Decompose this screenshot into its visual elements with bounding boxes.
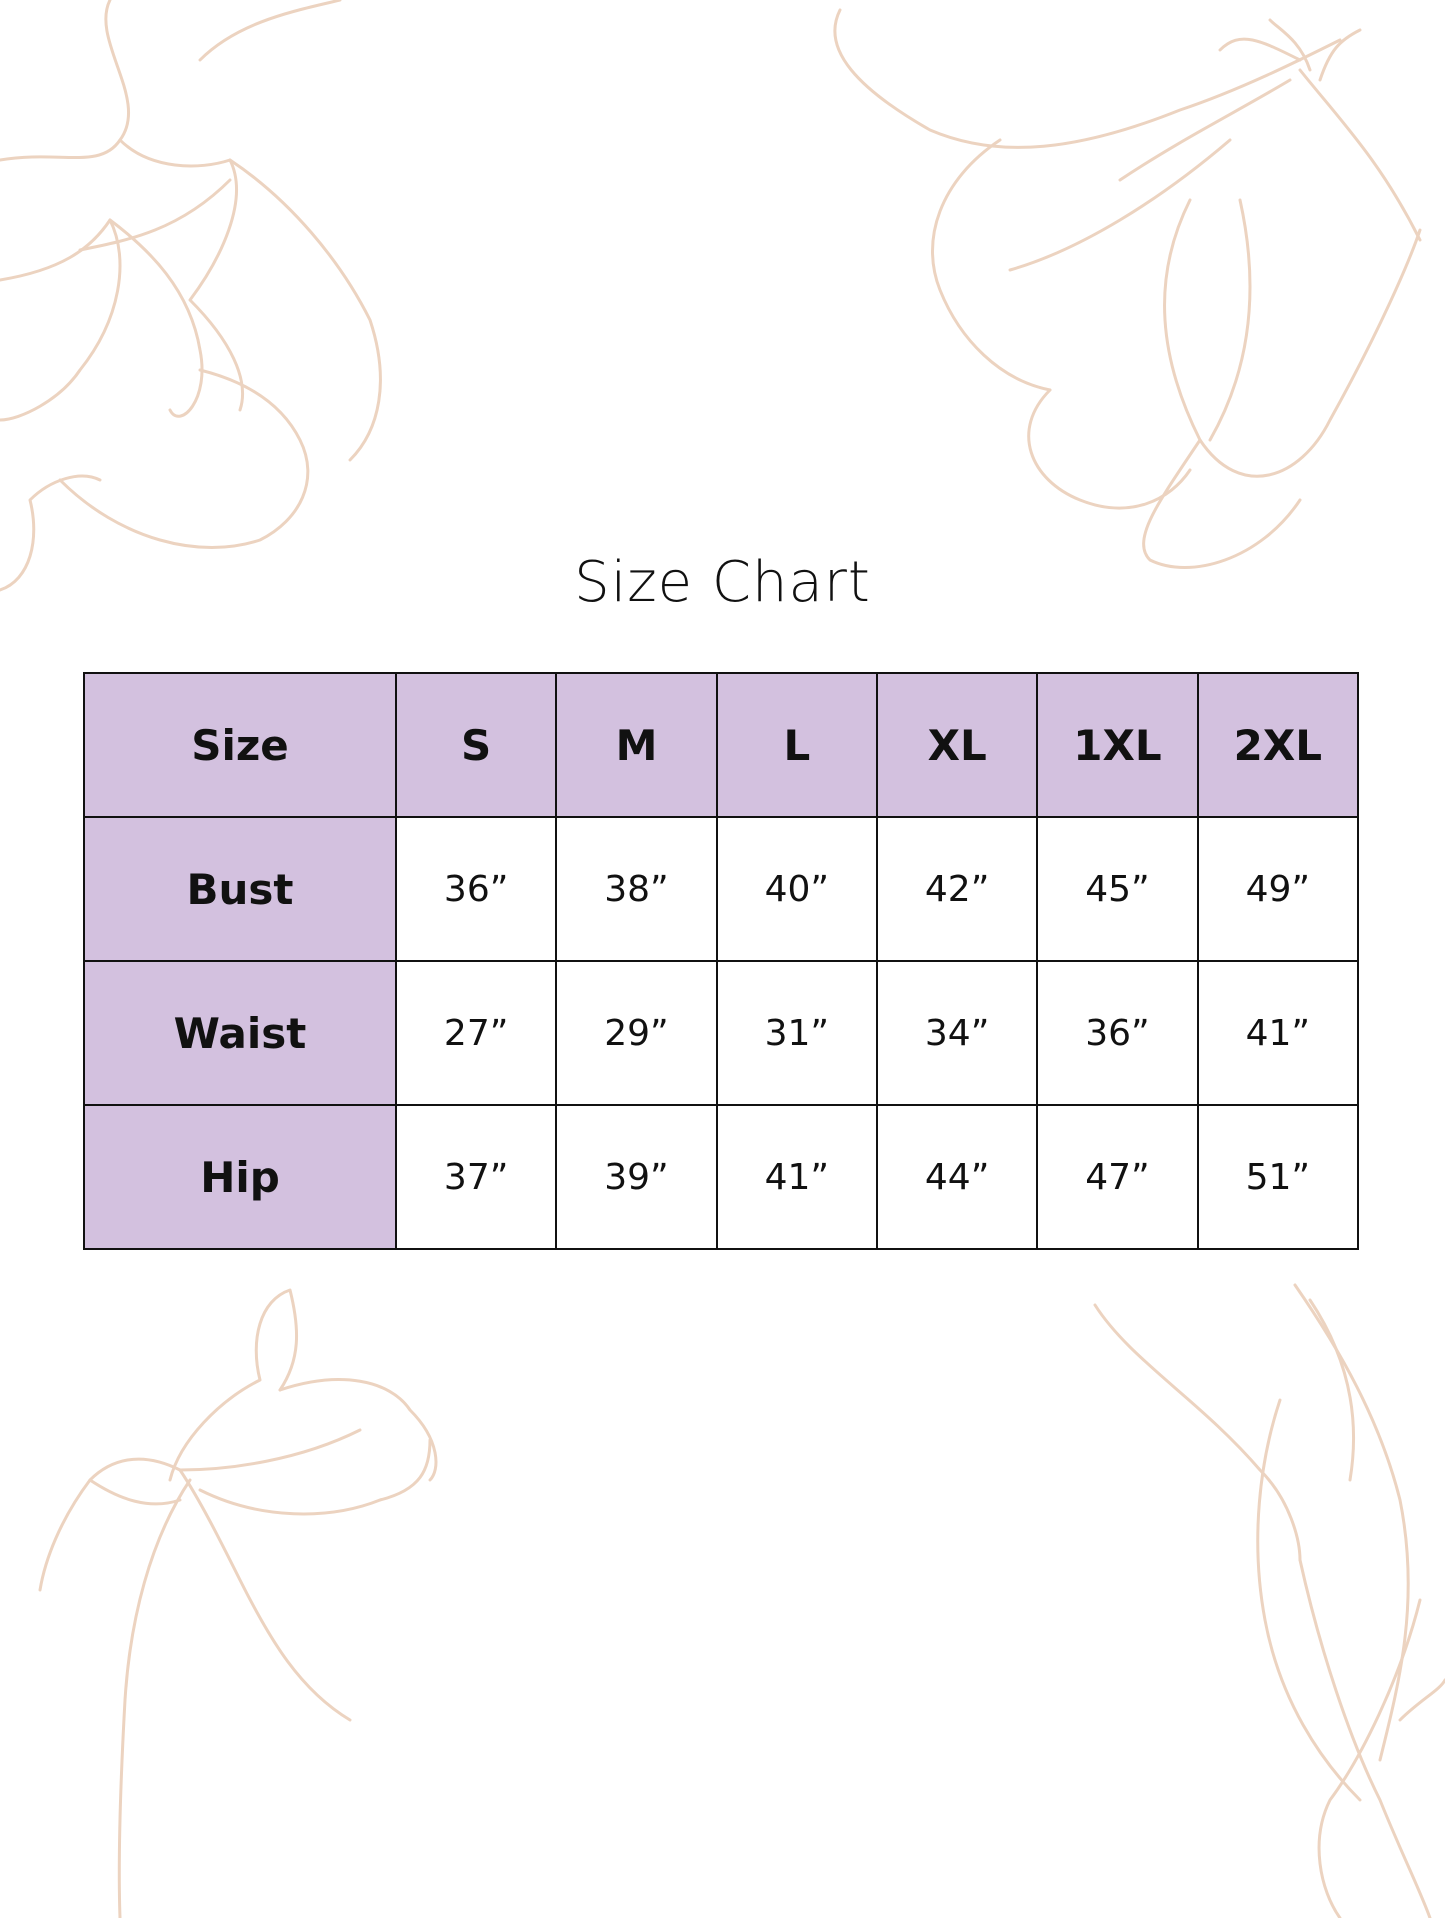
table-header-row: Size S M L XL 1XL 2XL [83, 672, 1360, 818]
table-cell: 38” [555, 816, 718, 962]
header-cell-s: S [394, 672, 558, 818]
row-label-hip: Hip [83, 1104, 397, 1250]
table-cell: 49” [1196, 816, 1360, 962]
table-cell: 31” [715, 960, 878, 1106]
flower-top-left-illustration [0, 0, 382, 592]
row-label-waist: Waist [83, 960, 397, 1106]
table-row-bust: Bust 36” 38” 40” 42” 45” 49” [83, 816, 1360, 962]
table-cell: 36” [394, 816, 558, 962]
table-cell: 45” [1036, 816, 1199, 962]
table-cell: 41” [715, 1104, 878, 1250]
flower-bottom-right-illustration [1093, 1283, 1445, 1918]
header-cell-xl: XL [875, 672, 1039, 818]
table-cell: 41” [1196, 960, 1360, 1106]
table-cell: 51” [1196, 1104, 1360, 1250]
table-row-hip: Hip 37” 39” 41” 44” 47” 51” [83, 1104, 1360, 1250]
table-cell: 39” [555, 1104, 718, 1250]
header-cell-2xl: 2XL [1196, 672, 1360, 818]
header-cell-size: Size [83, 672, 397, 818]
flower-top-right-illustration [833, 8, 1422, 569]
header-cell-m: M [555, 672, 718, 818]
size-chart-table: Size S M L XL 1XL 2XL Bust 36” 38” 40” 4… [83, 672, 1360, 1250]
table-cell: 44” [875, 1104, 1039, 1250]
table-cell: 37” [394, 1104, 558, 1250]
table-cell: 40” [715, 816, 878, 962]
table-cell: 34” [875, 960, 1039, 1106]
table-cell: 47” [1036, 1104, 1199, 1250]
flower-bottom-left-illustration [38, 1288, 438, 1918]
page-title: Size Chart [574, 550, 871, 615]
table-row-waist: Waist 27” 29” 31” 34” 36” 41” [83, 960, 1360, 1106]
table-cell: 42” [875, 816, 1039, 962]
header-cell-l: L [715, 672, 878, 818]
header-cell-1xl: 1XL [1036, 672, 1199, 818]
row-label-bust: Bust [83, 816, 397, 962]
table-cell: 29” [555, 960, 718, 1106]
table-cell: 36” [1036, 960, 1199, 1106]
table-cell: 27” [394, 960, 558, 1106]
